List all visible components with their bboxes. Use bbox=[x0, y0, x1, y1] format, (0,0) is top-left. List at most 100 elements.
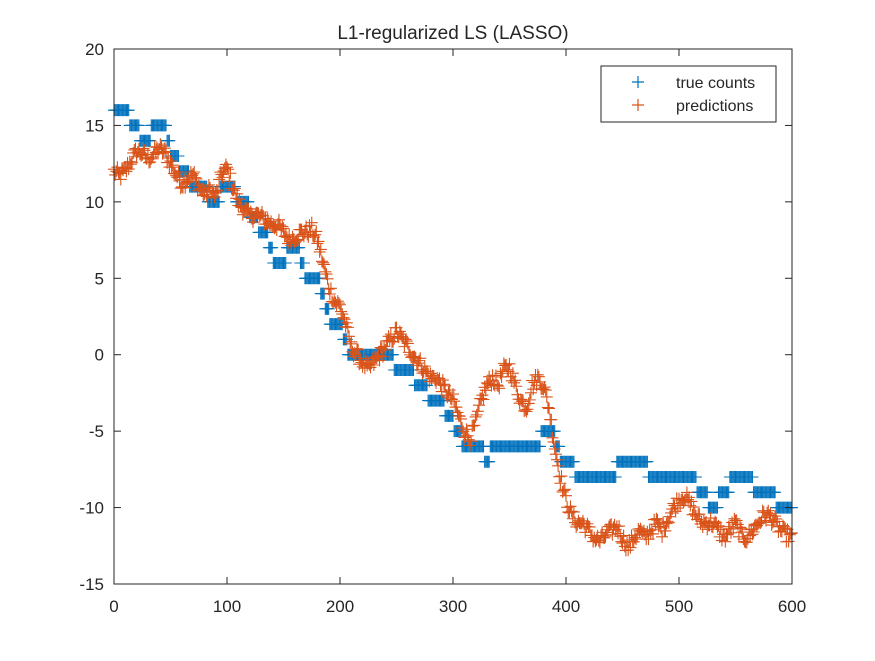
prediction-point bbox=[315, 255, 328, 268]
true-count-point bbox=[122, 104, 135, 117]
prediction-point bbox=[460, 423, 473, 436]
prediction-point bbox=[453, 410, 466, 423]
prediction-point bbox=[312, 235, 325, 248]
prediction-point bbox=[531, 368, 544, 381]
prediction-point bbox=[310, 225, 323, 238]
prediction-point bbox=[137, 142, 150, 155]
prediction-point bbox=[288, 236, 301, 249]
prediction-point bbox=[477, 393, 490, 406]
prediction-point bbox=[628, 531, 641, 544]
true-count-point bbox=[548, 425, 561, 438]
legend-box bbox=[600, 65, 777, 123]
prediction-point bbox=[500, 358, 513, 371]
prediction-point bbox=[538, 381, 551, 394]
prediction-point bbox=[469, 410, 482, 423]
prediction-point bbox=[738, 535, 751, 548]
prediction-point bbox=[166, 159, 179, 172]
prediction-point bbox=[721, 528, 734, 541]
prediction-point bbox=[122, 163, 135, 176]
prediction-point bbox=[746, 528, 759, 541]
prediction-point bbox=[607, 521, 620, 534]
prediction-point bbox=[165, 161, 178, 174]
legend-marker-predictions bbox=[632, 99, 644, 111]
prediction-point bbox=[162, 152, 175, 165]
prediction-point bbox=[475, 392, 488, 405]
prediction-point bbox=[685, 495, 698, 508]
prediction-point bbox=[545, 413, 558, 426]
legend-label-predictions: predictions bbox=[676, 98, 753, 115]
prediction-point bbox=[337, 311, 350, 324]
true-count-point bbox=[266, 241, 279, 254]
prediction-point bbox=[393, 325, 406, 338]
prediction-point bbox=[144, 155, 157, 168]
prediction-point bbox=[332, 297, 345, 310]
prediction-point bbox=[471, 405, 484, 418]
prediction-point bbox=[770, 512, 783, 525]
prediction-point bbox=[424, 367, 437, 380]
prediction-point bbox=[520, 405, 533, 418]
prediction-point bbox=[650, 512, 663, 525]
prediction-point bbox=[181, 175, 194, 188]
x-tick-label: 600 bbox=[778, 597, 806, 616]
prediction-point bbox=[319, 265, 332, 278]
prediction-point bbox=[318, 258, 331, 271]
prediction-point bbox=[492, 380, 505, 393]
prediction-point bbox=[309, 228, 322, 241]
prediction-point bbox=[120, 165, 133, 178]
true-count-point bbox=[567, 455, 580, 468]
x-tick-label: 400 bbox=[552, 597, 580, 616]
prediction-point bbox=[445, 393, 458, 406]
prediction-point bbox=[462, 433, 475, 446]
prediction-point bbox=[734, 521, 747, 534]
prediction-point bbox=[196, 182, 209, 195]
prediction-point bbox=[761, 506, 774, 519]
legend-marker-true-counts bbox=[632, 76, 644, 88]
prediction-point bbox=[712, 519, 725, 532]
prediction-point bbox=[506, 367, 519, 380]
legend-entry-true-counts: true counts bbox=[632, 75, 755, 92]
x-tick-label: 500 bbox=[665, 597, 693, 616]
prediction-point bbox=[414, 352, 427, 365]
prediction-point bbox=[114, 173, 127, 186]
prediction-point bbox=[643, 524, 656, 537]
prediction-point bbox=[687, 501, 700, 514]
prediction-point bbox=[514, 393, 527, 406]
prediction-point bbox=[367, 359, 380, 372]
prediction-point bbox=[209, 187, 222, 200]
prediction-point bbox=[379, 343, 392, 356]
prediction-point bbox=[711, 521, 724, 534]
prediction-point bbox=[557, 484, 570, 497]
prediction-point bbox=[276, 220, 289, 233]
prediction-point bbox=[447, 388, 459, 401]
prediction-point bbox=[656, 530, 669, 543]
prediction-point bbox=[581, 517, 594, 530]
legend-label-true-counts: true counts bbox=[676, 75, 755, 92]
prediction-point bbox=[291, 234, 304, 247]
y-tick-label: -15 bbox=[79, 575, 104, 594]
prediction-point bbox=[305, 216, 318, 229]
prediction-point bbox=[689, 510, 702, 523]
prediction-point bbox=[172, 165, 185, 178]
prediction-point bbox=[555, 470, 568, 483]
prediction-point bbox=[682, 493, 695, 506]
prediction-point bbox=[324, 282, 337, 295]
prediction-point bbox=[465, 435, 478, 448]
prediction-point bbox=[411, 357, 424, 370]
prediction-point bbox=[567, 505, 580, 518]
prediction-point bbox=[450, 401, 463, 414]
prediction-point bbox=[523, 393, 536, 406]
y-tick-label: -5 bbox=[89, 422, 104, 441]
prediction-point bbox=[558, 483, 571, 496]
prediction-point bbox=[565, 505, 578, 518]
prediction-point bbox=[370, 351, 383, 364]
prediction-point bbox=[540, 390, 553, 403]
prediction-point bbox=[715, 534, 728, 547]
prediction-point bbox=[320, 268, 333, 281]
prediction-point bbox=[448, 395, 461, 408]
prediction-point bbox=[510, 380, 523, 393]
prediction-point bbox=[188, 166, 201, 178]
prediction-point bbox=[375, 342, 388, 355]
prediction-point bbox=[752, 517, 765, 530]
